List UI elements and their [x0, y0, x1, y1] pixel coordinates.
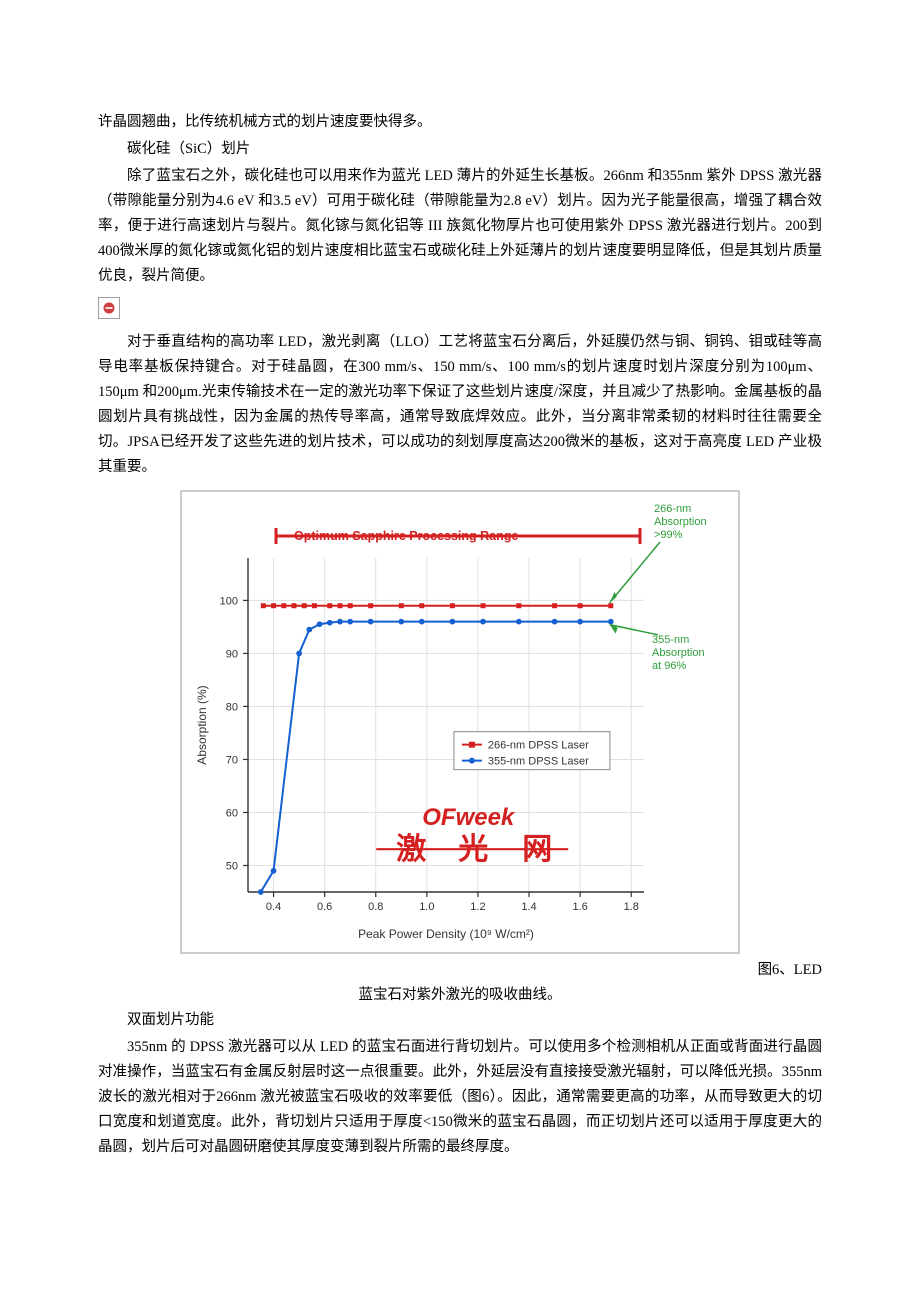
svg-text:网: 网	[522, 833, 552, 866]
svg-text:1.4: 1.4	[521, 901, 536, 913]
svg-text:90: 90	[226, 648, 238, 660]
subheading-sic: 碳化硅（SiC）划片	[98, 137, 822, 162]
svg-text:1.0: 1.0	[419, 901, 434, 913]
svg-text:266-nm DPSS Laser: 266-nm DPSS Laser	[488, 740, 589, 752]
svg-text:60: 60	[226, 807, 238, 819]
svg-text:Absorption: Absorption	[654, 516, 707, 528]
svg-text:0.6: 0.6	[317, 901, 332, 913]
svg-text:1.2: 1.2	[470, 901, 485, 913]
paragraph: 对于垂直结构的高功率 LED，激光剥离（LLO）工艺将蓝宝石分离后，外延膜仍然与…	[98, 330, 822, 480]
svg-text:Peak Power Density (10⁹ W/cm²): Peak Power Density (10⁹ W/cm²)	[358, 927, 534, 941]
svg-text:100: 100	[220, 595, 238, 607]
svg-text:355-nm DPSS Laser: 355-nm DPSS Laser	[488, 756, 589, 768]
figure-6-label: 图6、LED	[98, 958, 822, 983]
svg-text:激: 激	[396, 833, 426, 866]
figure-6-subcaption: 蓝宝石对紫外激光的吸收曲线。	[98, 983, 822, 1008]
svg-text:1.8: 1.8	[624, 901, 639, 913]
svg-text:Optimum Sapphire Processing Ra: Optimum Sapphire Processing Range	[294, 529, 518, 543]
svg-text:光: 光	[458, 833, 488, 866]
svg-text:70: 70	[226, 754, 238, 766]
svg-text:80: 80	[226, 701, 238, 713]
svg-text:0.8: 0.8	[368, 901, 383, 913]
broken-image-icon	[98, 297, 120, 319]
figure-6-chart: 0.4 0.6 0.8 1.0 1.2 1.4 1.6 1.8 50 60 70 80 90 100 Pea…	[180, 490, 740, 954]
svg-text:266-nm: 266-nm	[654, 503, 691, 515]
svg-text:OFweek: OFweek	[422, 804, 516, 831]
svg-text:50: 50	[226, 860, 238, 872]
svg-text:Absorption: Absorption	[652, 647, 705, 659]
svg-text:1.6: 1.6	[572, 901, 587, 913]
paragraph: 许晶圆翘曲，比传统机械方式的划片速度要快得多。	[98, 110, 822, 135]
paragraph: 355nm 的 DPSS 激光器可以从 LED 的蓝宝石面进行背切划片。可以使用…	[98, 1035, 822, 1160]
svg-text:>99%: >99%	[654, 529, 683, 541]
paragraph: 除了蓝宝石之外，碳化硅也可以用来作为蓝光 LED 薄片的外延生长基板。266nm…	[98, 164, 822, 289]
svg-text:0.4: 0.4	[266, 901, 281, 913]
svg-text:355-nm: 355-nm	[652, 634, 689, 646]
svg-text:at 96%: at 96%	[652, 660, 686, 672]
subheading-double-side: 双面划片功能	[98, 1008, 822, 1033]
svg-text:Absorption (%): Absorption (%)	[195, 685, 209, 764]
